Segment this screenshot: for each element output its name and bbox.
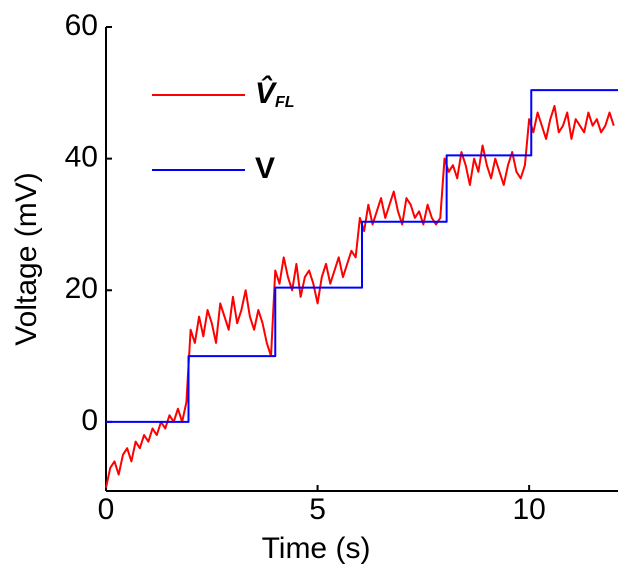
y-tick-label: 0 — [81, 404, 98, 437]
series-line — [106, 89, 618, 423]
y-tick-label: 40 — [65, 141, 98, 174]
legend-label: V̂FL — [255, 76, 295, 112]
y-axis-label: Voltage (mV) — [10, 172, 43, 345]
y-tick-label: 20 — [65, 272, 98, 305]
x-tick-label: 0 — [98, 493, 115, 526]
x-axis-label: Time (s) — [262, 532, 371, 565]
x-tick-label: 10 — [512, 493, 545, 526]
legend-label: V — [255, 152, 275, 185]
series-line — [105, 104, 615, 488]
y-tick-label: 60 — [65, 9, 98, 42]
x-tick-label: 5 — [309, 493, 326, 526]
